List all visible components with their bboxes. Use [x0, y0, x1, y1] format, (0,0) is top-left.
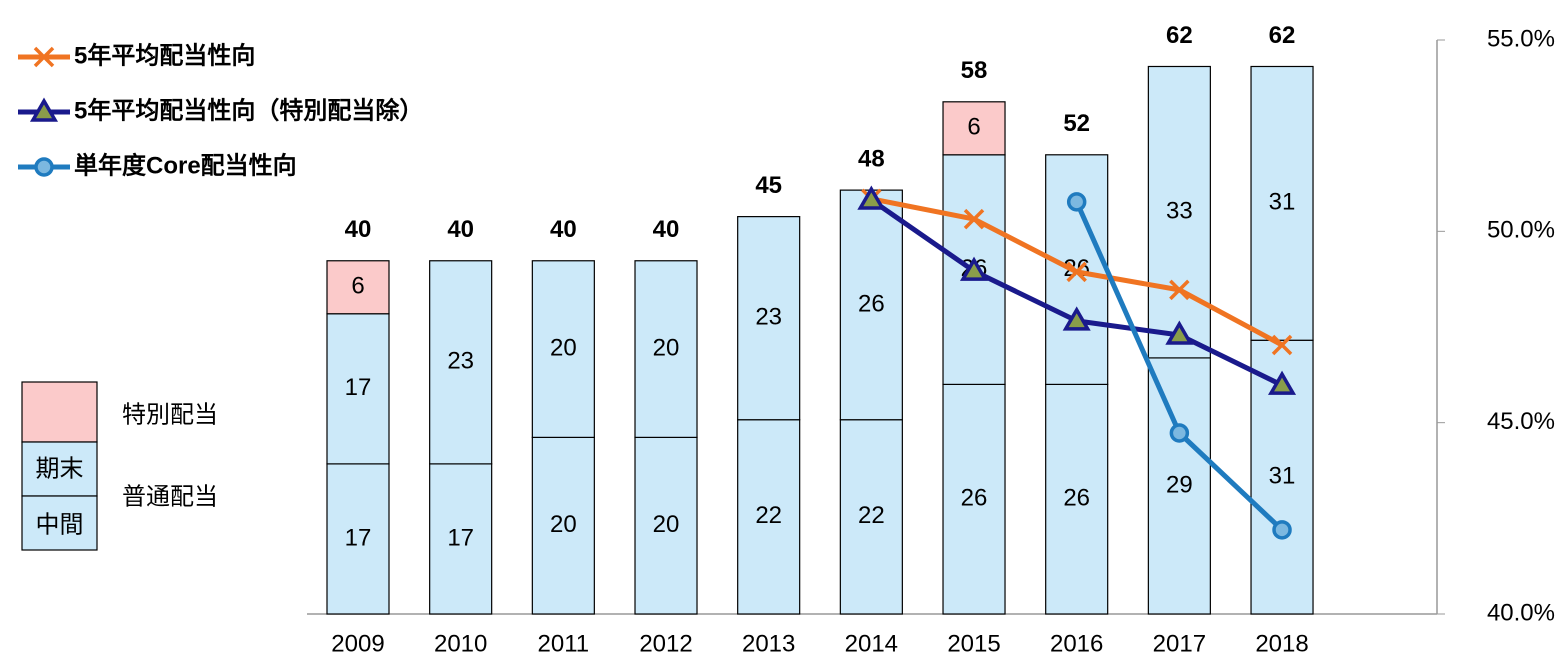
legend-label: 中間 [36, 511, 84, 538]
x-tick-label: 2018 [1255, 630, 1308, 657]
x-tick-label: 2014 [845, 630, 898, 657]
line-marker [857, 185, 886, 210]
line-marker [34, 157, 54, 177]
bar-segment [737, 216, 801, 421]
segment-label: 23 [755, 304, 782, 331]
line-marker [1169, 279, 1190, 301]
segment-label: 20 [550, 511, 577, 538]
bar-segment [737, 419, 801, 615]
bar-segment [326, 260, 390, 315]
segment-label: 6 [351, 273, 364, 300]
bar-segment [1250, 339, 1314, 615]
legend-swatch [21, 381, 98, 443]
bar-segment [634, 436, 698, 615]
segment-label: 20 [550, 334, 577, 361]
bar-segment [942, 383, 1006, 615]
segment-label: 29 [1166, 471, 1193, 498]
segment-label: 26 [858, 290, 885, 317]
line-marker [1165, 320, 1194, 345]
bar-segment [634, 260, 698, 438]
total-label: 48 [858, 145, 885, 172]
bar-segment [1147, 357, 1211, 615]
segment-label: 33 [1166, 198, 1193, 225]
bar-segment [531, 436, 595, 615]
legend-label: 特別配当 [122, 401, 218, 428]
total-label: 52 [1063, 110, 1090, 137]
bar-segment [1147, 65, 1211, 359]
x-tick-label: 2016 [1050, 630, 1103, 657]
total-label: 40 [653, 216, 680, 243]
total-label: 40 [345, 216, 372, 243]
bar-segment [326, 313, 390, 465]
segment-label: 17 [447, 524, 474, 551]
total-label: 45 [755, 172, 782, 199]
legend-label: 5年平均配当性向（特別配当除） [74, 96, 423, 124]
line-marker [963, 208, 985, 230]
segment-label: 26 [1063, 485, 1090, 512]
segment-label: 17 [345, 374, 372, 401]
segment-label: 26 [961, 485, 988, 512]
segment-label: 31 [1269, 189, 1296, 216]
bar-segment [531, 260, 595, 438]
legend-swatch [21, 495, 98, 551]
legend-swatch [21, 441, 98, 497]
y2-tick-label: 55.0% [1487, 25, 1555, 52]
legend-label: 単年度Core配当性向 [74, 151, 297, 179]
total-label: 62 [1166, 22, 1193, 49]
y2-tick-label: 50.0% [1487, 217, 1555, 244]
x-tick-label: 2009 [331, 630, 384, 657]
line-marker [1066, 192, 1087, 212]
line-marker [1169, 423, 1190, 443]
segment-label: 22 [755, 502, 782, 529]
bar-segment [326, 463, 390, 615]
segment-label: 17 [345, 524, 372, 551]
segment-label: 23 [447, 348, 474, 375]
segment-label: 20 [653, 511, 680, 538]
total-label: 40 [447, 216, 474, 243]
x-tick-label: 2015 [947, 630, 1000, 657]
bar-segment [1045, 383, 1109, 615]
y2-tick-label: 45.0% [1487, 408, 1555, 435]
total-label: 58 [961, 57, 988, 84]
x-tick-label: 2011 [538, 630, 590, 657]
segment-label: 20 [653, 334, 680, 361]
line-marker [1272, 520, 1292, 540]
x-tick-label: 2010 [434, 630, 487, 657]
bar-segment [839, 419, 903, 615]
legend-label: 5年平均配当性向 [74, 41, 255, 69]
segment-label: 6 [967, 114, 980, 141]
segment-label: 31 [1269, 462, 1296, 489]
line-marker [1066, 261, 1087, 283]
bar-segment [839, 189, 903, 421]
bar-segment [942, 101, 1006, 156]
legend-label: 期末 [36, 455, 84, 482]
bar-segment [429, 260, 493, 465]
x-tick-label: 2013 [742, 630, 795, 657]
x-tick-label: 2012 [639, 630, 692, 657]
line-marker [1062, 306, 1091, 331]
line-marker [29, 97, 59, 122]
total-label: 40 [550, 216, 577, 243]
line-marker [1271, 334, 1293, 356]
x-tick-label: 2017 [1153, 630, 1206, 657]
legend-label: 普通配当 [122, 483, 218, 510]
line-marker [33, 46, 55, 68]
total-label: 62 [1269, 22, 1296, 49]
line-marker [1267, 370, 1297, 395]
bar-segment [1250, 65, 1314, 341]
line-marker [959, 256, 989, 281]
y2-tick-label: 40.0% [1487, 599, 1555, 626]
segment-label: 22 [858, 502, 885, 529]
